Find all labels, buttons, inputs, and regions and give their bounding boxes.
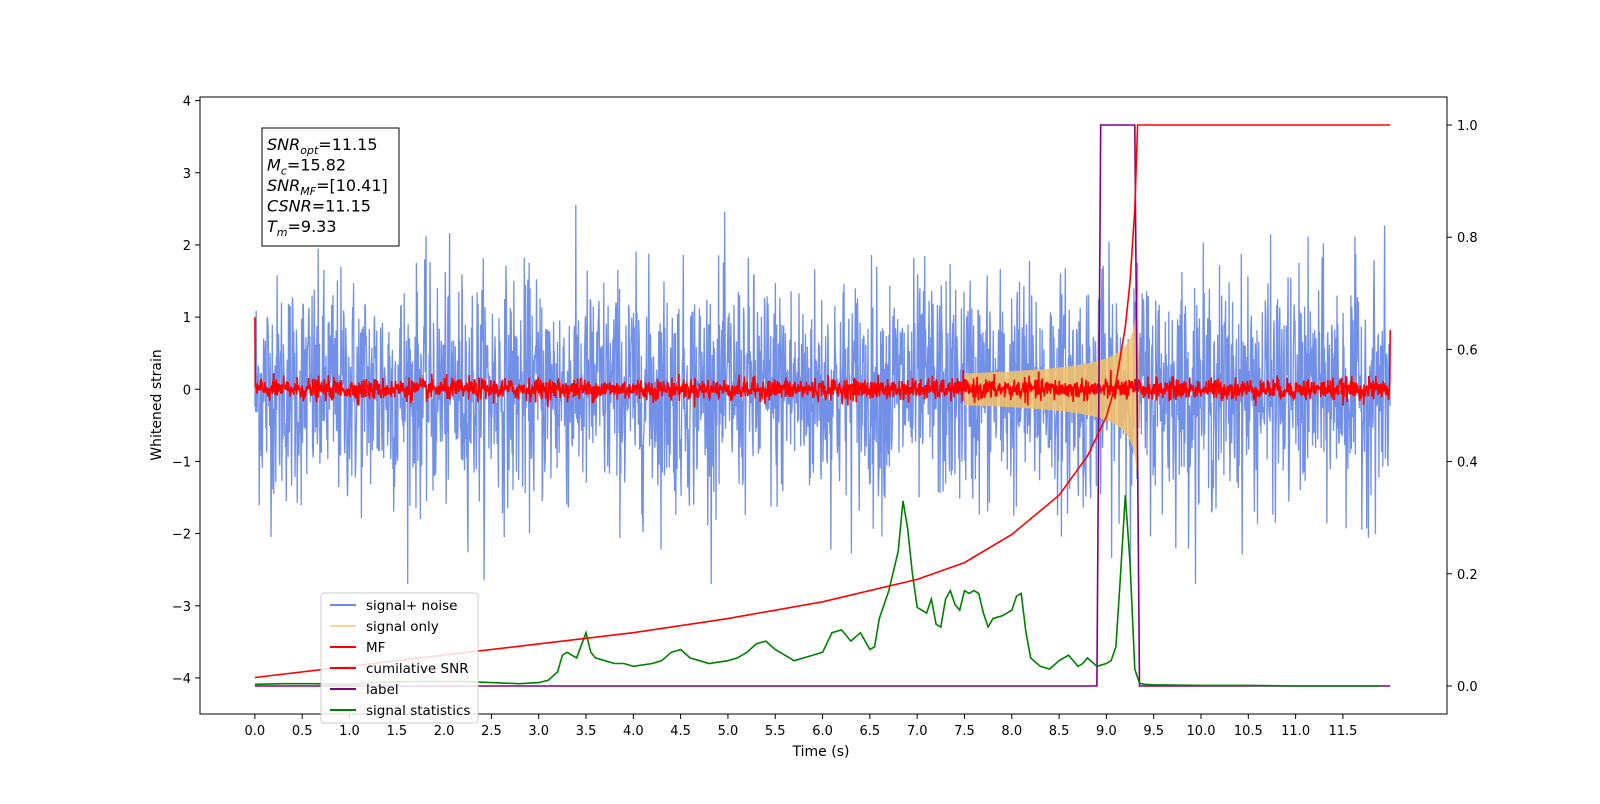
y-axis-right: 0.0 0.2 0.4 0.6 0.8 1.0: [1447, 119, 1478, 695]
series-label-line: [254, 124, 1391, 687]
y-tick-label: 3: [183, 167, 191, 182]
x-tick-label: 8.5: [1049, 724, 1070, 739]
x-tick-label: 6.5: [860, 724, 881, 739]
x-tick-label: 6.0: [812, 724, 833, 739]
y-axis-left: 4 3 2 1 0 −1 −2 −3 −4: [172, 95, 200, 687]
annotation-frame: [261, 127, 400, 247]
y2-tick-label: 0.6: [1457, 343, 1478, 358]
y2-tick-label: 0.8: [1457, 231, 1478, 246]
y2-tick-label: 0.2: [1457, 568, 1478, 583]
x-tick-label: 7.5: [954, 724, 975, 739]
x-tick-label: 8.0: [1001, 724, 1022, 739]
legend-entry: signal statistics: [366, 703, 470, 719]
x-tick-label: 5.5: [765, 724, 786, 739]
x-tick-label: 4.5: [670, 724, 691, 739]
legend-entry: MF: [366, 640, 385, 656]
x-axis-label: Time (s): [792, 744, 850, 760]
x-tick-label: 9.5: [1143, 724, 1164, 739]
legend-entry: label: [366, 682, 399, 698]
data-layer: [254, 124, 1391, 687]
legend-entry: signal only: [366, 619, 439, 635]
y-axis-label: Whitened strain: [149, 349, 165, 460]
x-tick-label: 5.0: [718, 724, 739, 739]
legend-entry: signal+ noise: [366, 598, 457, 614]
annotation-line: Tm=9.33: [267, 217, 337, 239]
x-tick-label: 11.0: [1281, 724, 1310, 739]
y-tick-label: −3: [172, 600, 191, 615]
y-tick-label: −2: [172, 528, 191, 543]
annotation-line: Mc=15.82: [267, 156, 346, 178]
x-tick-label: 9.0: [1096, 724, 1117, 739]
annotation-box: SNRopt=11.15Mc=15.82SNRMF=[10.41]CSNR=11…: [261, 127, 400, 247]
series-signal-noise-line: [254, 204, 1391, 585]
annotation-line: SNRopt=11.15: [267, 135, 378, 157]
y-tick-label: 4: [183, 95, 191, 110]
y2-tick-label: 0.0: [1457, 680, 1478, 695]
x-tick-label: 3.0: [528, 724, 549, 739]
y2-tick-label: 0.4: [1457, 456, 1478, 471]
plot-frame: [199, 96, 1448, 715]
series-mf-line: [254, 317, 1391, 408]
x-axis: 0.0 0.5 1.0 1.5 2.0 2.5 3.0 3.5 4.0 4.5 5.0 5.5 6.0 6…: [245, 714, 1357, 739]
y-tick-label: 1: [183, 311, 191, 326]
x-tick-label: 4.0: [623, 724, 644, 739]
x-tick-label: 10.5: [1234, 724, 1263, 739]
y-tick-label: 2: [183, 239, 191, 254]
series-cumulative-snr-line: [254, 124, 1391, 679]
x-tick-label: 0.5: [292, 724, 313, 739]
y-tick-label: −4: [172, 672, 191, 687]
legend-entry: cumilative SNR: [366, 661, 469, 677]
x-tick-label: 2.0: [434, 724, 455, 739]
x-tick-label: 0.0: [245, 724, 266, 739]
x-tick-label: 1.5: [386, 724, 407, 739]
legend-frame: [320, 592, 479, 724]
series-signal-statistics-line: [254, 495, 1381, 687]
x-tick-label: 3.5: [576, 724, 597, 739]
x-tick-label: 2.5: [481, 724, 502, 739]
y-tick-label: −1: [172, 455, 191, 470]
x-tick-label: 7.0: [907, 724, 928, 739]
y-tick-label: 0: [183, 383, 191, 398]
y2-tick-label: 1.0: [1457, 119, 1478, 134]
legend: signal+ noise signal only MF cumilative SNR…: [320, 592, 479, 724]
x-tick-label: 1.0: [339, 724, 360, 739]
x-tick-label: 11.5: [1328, 724, 1357, 739]
series-signal-only-area: [964, 291, 1140, 487]
annotation-line: SNRMF=[10.41]: [267, 176, 388, 198]
annotation-line: CSNR=11.15: [267, 197, 371, 216]
x-tick-label: 10.0: [1187, 724, 1216, 739]
